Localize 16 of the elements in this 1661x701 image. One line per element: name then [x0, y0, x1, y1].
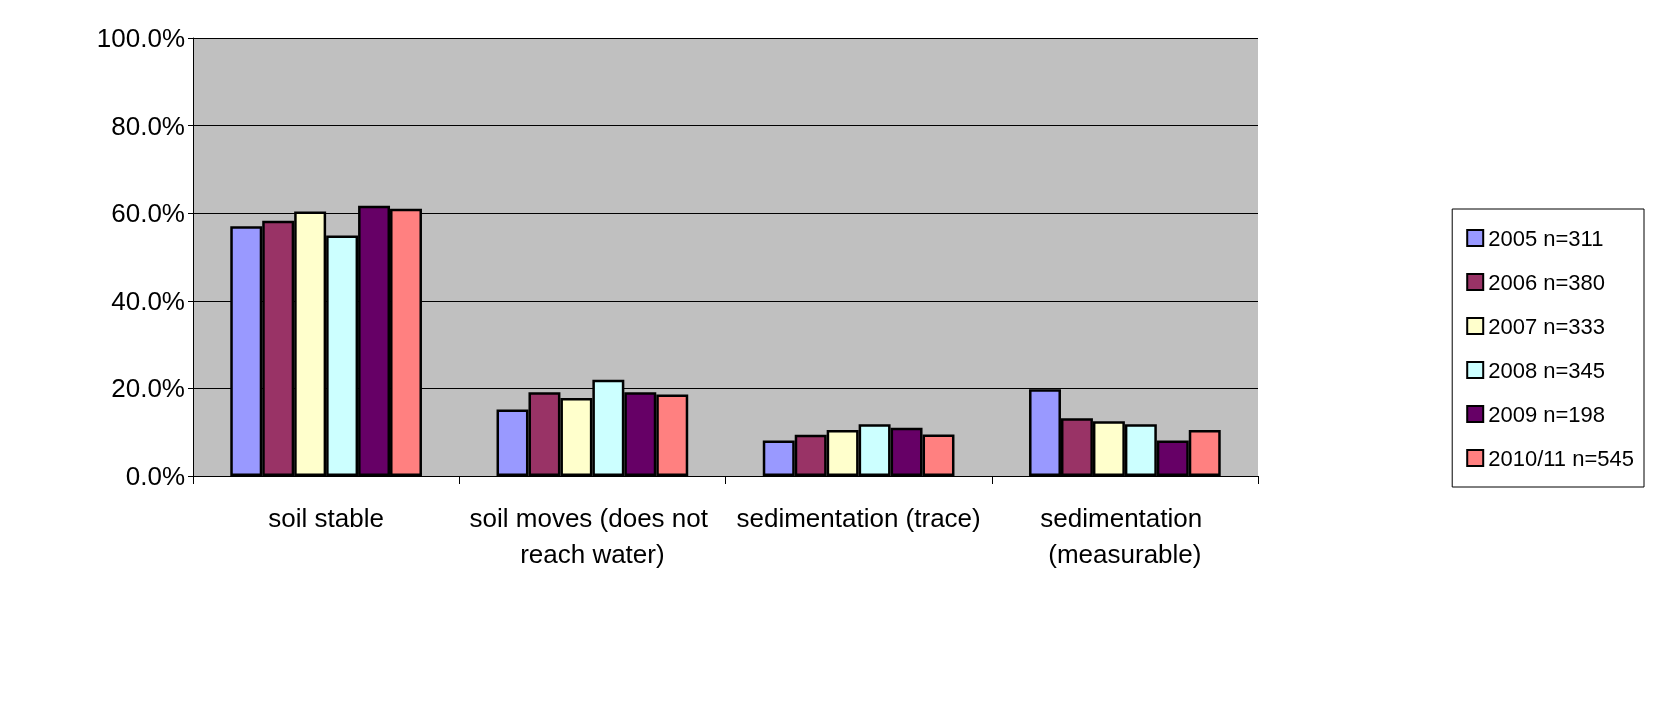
legend-label: 2006 n=380: [1488, 269, 1606, 295]
y-tick-label: 100.0%: [96, 23, 185, 53]
legend-label: 2007 n=333: [1488, 313, 1606, 339]
y-tick-label: 20.0%: [111, 373, 185, 404]
y-tick-label: 60.0%: [111, 198, 185, 229]
legend-label: 2008 n=345: [1488, 357, 1606, 383]
x-tick-label: sedimentation (measurable): [1040, 503, 1210, 569]
x-tick-label: sedimentation (trace): [736, 503, 981, 533]
y-tick-label: 80.0%: [111, 110, 185, 141]
y-tick-label: 0.0%: [125, 461, 185, 491]
legend-label: 2010/11 n=545: [1488, 445, 1634, 471]
legend-label: 2005 n=311: [1488, 225, 1604, 251]
legend-label: 2009 n=198: [1488, 401, 1606, 427]
x-tick-label: soil moves (does not reach water): [469, 503, 716, 569]
x-tick-label: soil stable: [268, 503, 384, 533]
y-tick-label: 40.0%: [111, 285, 185, 316]
